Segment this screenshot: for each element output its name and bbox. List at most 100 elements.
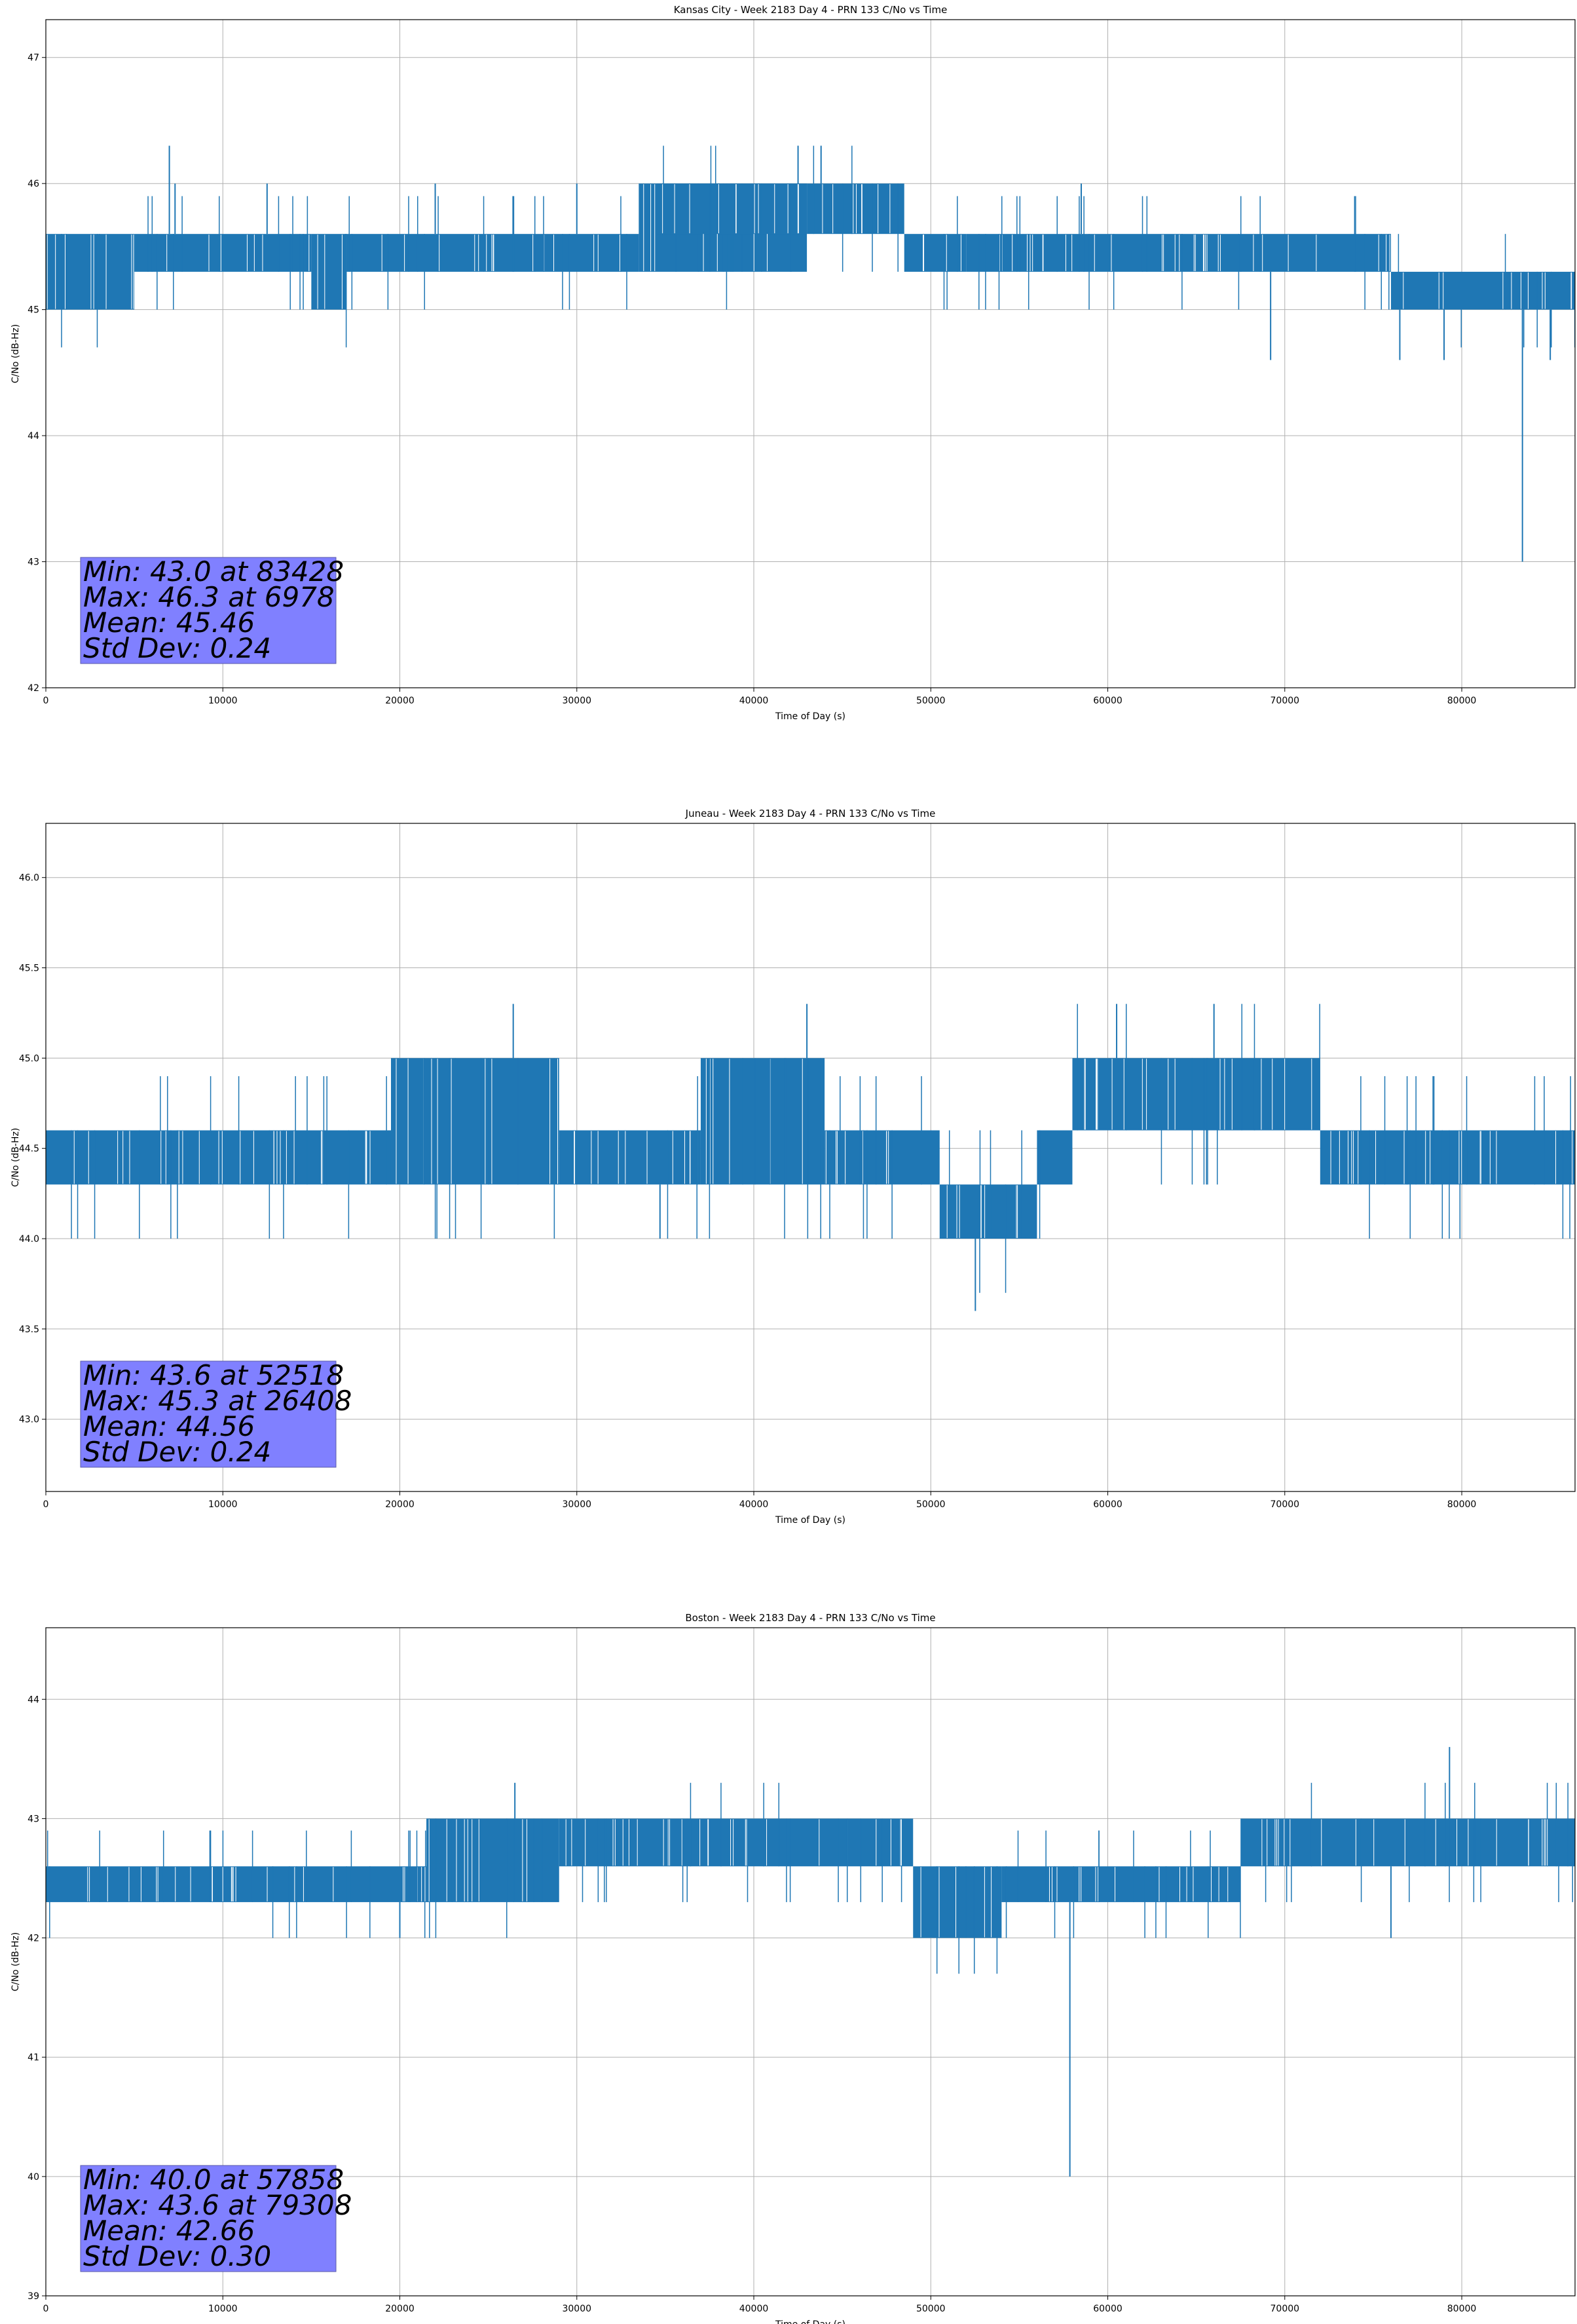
y-tick-label: 46.0 xyxy=(19,873,39,884)
y-axis-label: C/No (dB-Hz) xyxy=(10,1932,21,1991)
y-tick-label: 44.0 xyxy=(19,1234,39,1245)
data-band xyxy=(134,234,312,272)
data-band xyxy=(1240,1818,1575,1867)
y-tick-label: 46 xyxy=(28,179,39,189)
x-tick-label: 50000 xyxy=(916,2304,946,2314)
chart-title: Kansas City - Week 2183 Day 4 - PRN 133 … xyxy=(674,4,948,16)
x-tick-label: 70000 xyxy=(1271,1499,1300,1510)
data-band xyxy=(311,234,347,310)
y-axis-label: C/No (dB-Hz) xyxy=(10,1128,21,1187)
x-tick-label: 10000 xyxy=(208,696,238,706)
x-tick-label: 30000 xyxy=(562,2304,591,2314)
data-band xyxy=(46,1130,391,1185)
data-series xyxy=(46,1747,1575,2177)
data-band xyxy=(346,234,639,272)
y-tick-label: 39 xyxy=(28,2291,39,2302)
data-series xyxy=(46,145,1575,562)
y-tick-label: 41 xyxy=(28,2053,39,2063)
x-tick-label: 40000 xyxy=(739,2304,769,2314)
plot-frame xyxy=(45,19,1576,688)
stats-mean: Mean: 45.46 xyxy=(83,607,255,639)
data-band xyxy=(46,234,135,310)
y-tick-label: 40 xyxy=(28,2172,39,2183)
stats-std: Std Dev: 0.24 xyxy=(83,632,271,664)
y-tick-label: 45.0 xyxy=(19,1053,39,1064)
x-tick-label: 0 xyxy=(43,2304,49,2314)
stats-max: Max: 43.6 at 79308 xyxy=(83,2189,352,2221)
chart-2: 0 10000 20000 30000 40000 50000 60000 70000 8000… xyxy=(10,1612,1576,2324)
x-tick-label: 50000 xyxy=(916,696,946,706)
data-series xyxy=(46,1003,1575,1311)
x-tick-label: 20000 xyxy=(385,2304,415,2314)
x-tick-label: 60000 xyxy=(1093,696,1122,706)
x-axis-label: Time of Day (s) xyxy=(775,1515,845,1526)
x-tick-label: 40000 xyxy=(739,1499,769,1510)
stats-min: Min: 43.6 at 52518 xyxy=(83,1359,344,1391)
plot-frame xyxy=(45,1627,1576,2296)
x-tick-label: 80000 xyxy=(1447,696,1477,706)
data-band xyxy=(904,234,967,272)
data-band xyxy=(656,183,807,234)
data-band xyxy=(939,1184,1037,1239)
x-tick-label: 20000 xyxy=(385,1499,415,1510)
plot-frame xyxy=(45,823,1576,1492)
data-band xyxy=(966,234,1391,272)
data-band xyxy=(807,183,904,234)
chart-1: 0 10000 20000 30000 40000 50000 60000 70000 8000… xyxy=(10,808,1576,1526)
data-band xyxy=(1072,1058,1320,1131)
x-tick-label: 10000 xyxy=(208,2304,238,2314)
data-band xyxy=(1320,1130,1575,1185)
data-band xyxy=(1001,1866,1241,1902)
stats-box xyxy=(80,2165,337,2272)
y-tick-label: 45 xyxy=(28,305,39,316)
stats-min: Min: 40.0 at 57858 xyxy=(83,2164,344,2196)
y-tick-label: 47 xyxy=(28,53,39,64)
stats-box xyxy=(80,557,337,664)
stats-max: Max: 46.3 at 6978 xyxy=(83,581,335,613)
y-tick-label: 45.5 xyxy=(19,964,39,974)
x-tick-label: 70000 xyxy=(1271,696,1300,706)
y-tick-label: 44.5 xyxy=(19,1144,39,1154)
stats-mean: Mean: 42.66 xyxy=(83,2215,255,2247)
x-tick-label: 60000 xyxy=(1093,2304,1122,2314)
x-tick-label: 10000 xyxy=(208,1499,238,1510)
y-axis-label: C/No (dB-Hz) xyxy=(10,324,21,383)
y-tick-label: 44 xyxy=(28,431,39,441)
chart-title: Juneau - Week 2183 Day 4 - PRN 133 C/No … xyxy=(685,808,936,819)
data-band xyxy=(913,1866,1002,1938)
y-tick-label: 43 xyxy=(28,1814,39,1824)
data-band xyxy=(825,1130,940,1185)
x-tick-label: 0 xyxy=(43,696,49,706)
x-tick-label: 0 xyxy=(43,1499,49,1510)
x-tick-label: 30000 xyxy=(562,696,591,706)
stats-std: Std Dev: 0.30 xyxy=(83,2240,271,2272)
y-tick-label: 43.0 xyxy=(19,1415,39,1425)
stats-max: Max: 45.3 at 26408 xyxy=(83,1385,352,1417)
data-band xyxy=(559,1130,701,1185)
data-band xyxy=(390,1058,559,1185)
x-tick-label: 20000 xyxy=(385,696,415,706)
stats-min: Min: 43.0 at 83428 xyxy=(83,555,344,588)
y-tick-label: 43 xyxy=(28,557,39,568)
stats-box xyxy=(80,1360,337,1468)
data-band xyxy=(700,1058,825,1185)
x-tick-label: 70000 xyxy=(1271,2304,1300,2314)
x-tick-label: 30000 xyxy=(562,1499,591,1510)
chart-title: Boston - Week 2183 Day 4 - PRN 133 C/No … xyxy=(685,1612,935,1624)
x-tick-label: 40000 xyxy=(739,696,769,706)
data-band xyxy=(559,1818,914,1867)
x-axis-label: Time of Day (s) xyxy=(775,2319,845,2324)
chart-0: 0 10000 20000 30000 40000 50000 60000 70000 8000… xyxy=(10,4,1576,722)
data-band xyxy=(1037,1130,1073,1185)
x-axis-label: Time of Day (s) xyxy=(775,711,845,722)
y-tick-label: 44 xyxy=(28,1695,39,1705)
y-tick-label: 42 xyxy=(28,683,39,694)
data-band xyxy=(1390,271,1575,310)
x-tick-label: 50000 xyxy=(916,1499,946,1510)
y-tick-label: 43.5 xyxy=(19,1324,39,1335)
x-tick-label: 60000 xyxy=(1093,1499,1122,1510)
stats-mean: Mean: 44.56 xyxy=(83,1410,255,1442)
stats-std: Std Dev: 0.24 xyxy=(83,1436,271,1468)
x-tick-label: 80000 xyxy=(1447,1499,1477,1510)
